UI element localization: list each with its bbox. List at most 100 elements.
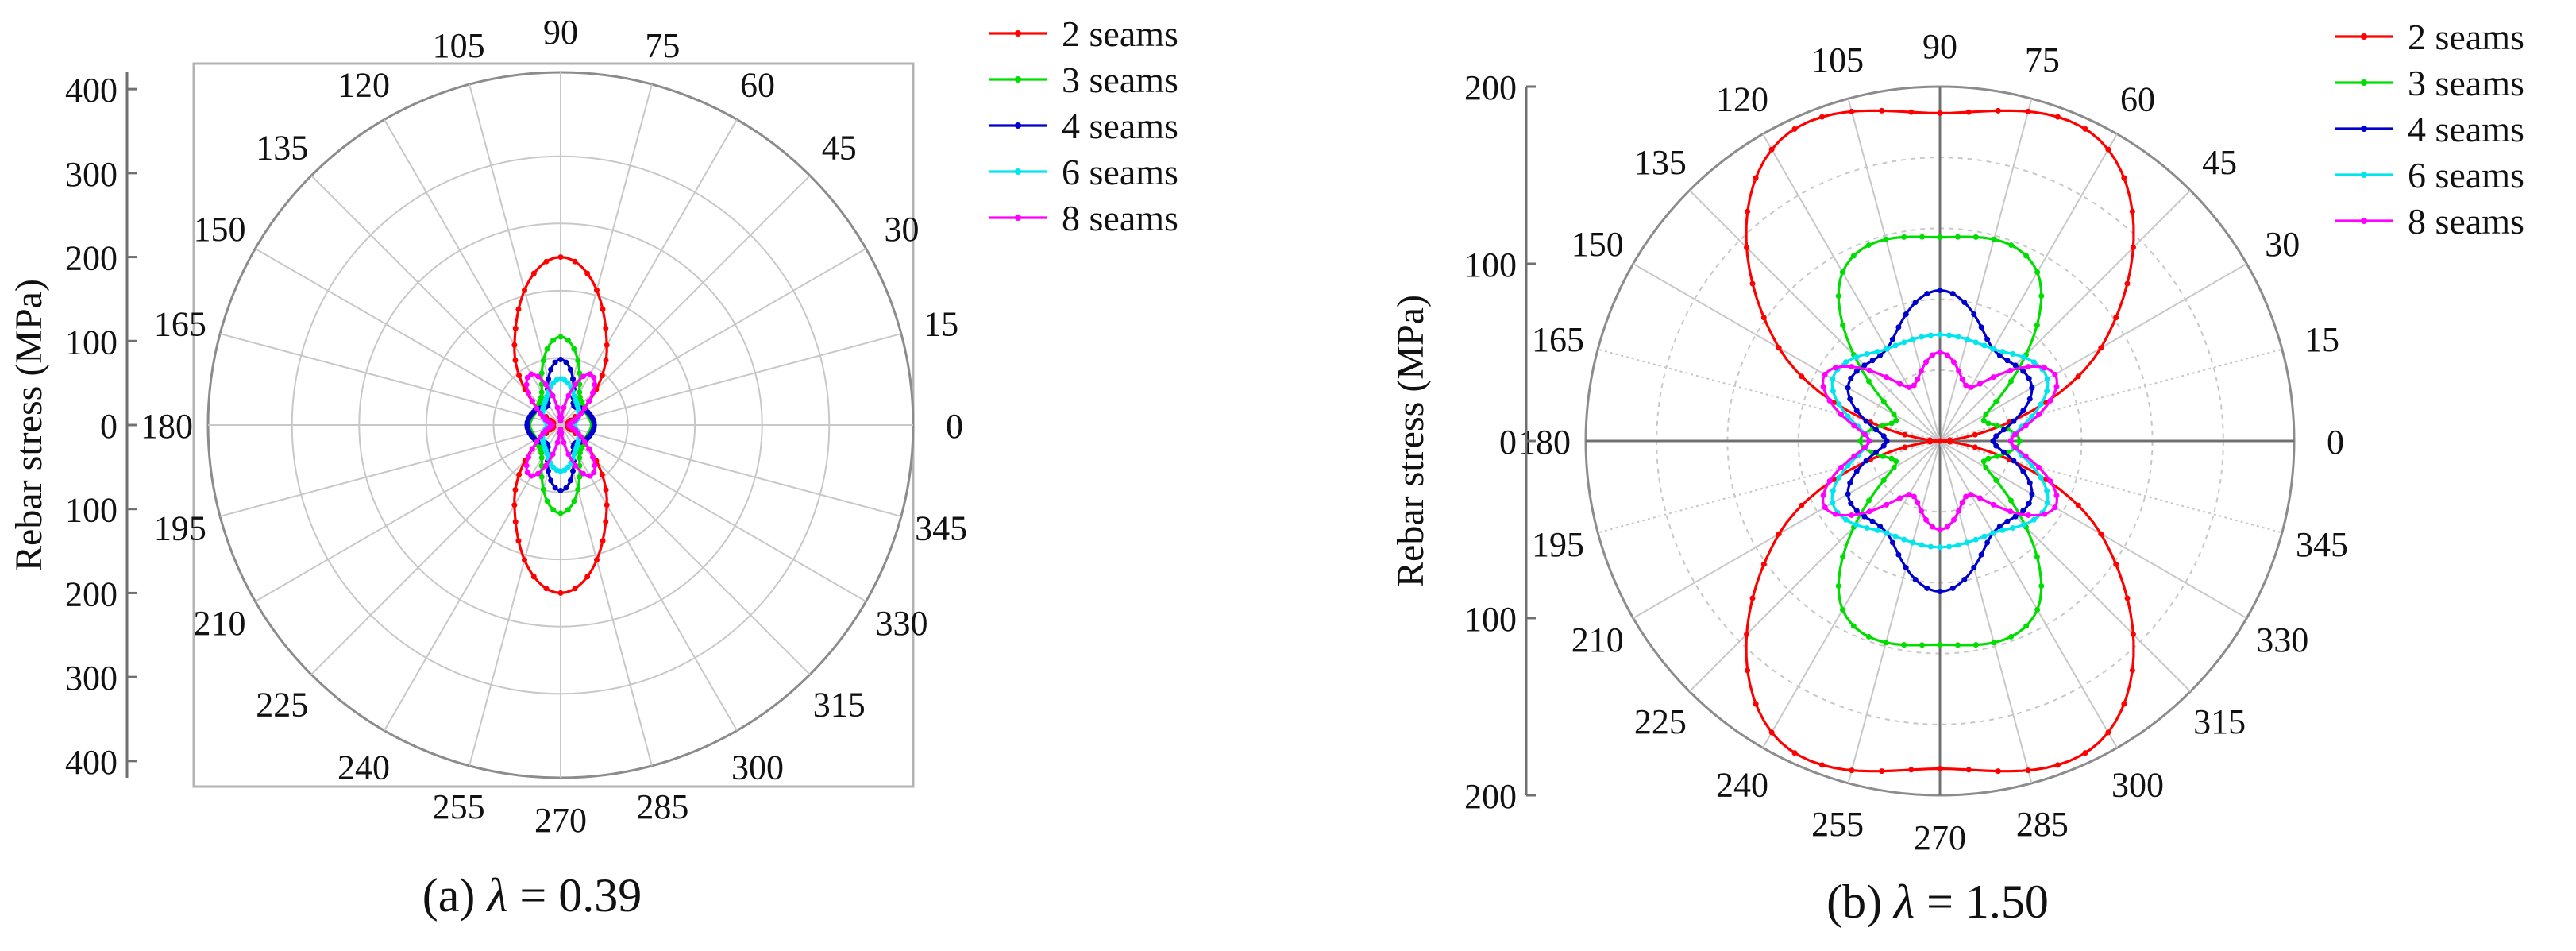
series-marker <box>577 474 583 480</box>
series-marker <box>2016 438 2023 444</box>
series-marker <box>591 470 597 476</box>
series-marker <box>571 392 577 399</box>
series-marker <box>563 485 569 491</box>
legend-label: 8 seams <box>1062 198 1178 238</box>
series-marker <box>542 381 549 388</box>
series-marker <box>1930 524 1936 530</box>
series-marker <box>2023 453 2029 459</box>
theta-tick-label: 165 <box>154 305 206 344</box>
series-marker <box>554 404 561 411</box>
series-marker <box>2038 474 2044 481</box>
series-marker <box>1901 536 1907 543</box>
series-marker <box>1983 464 1989 470</box>
series-marker <box>2044 388 2050 394</box>
grid-spoke <box>469 83 561 426</box>
series-marker <box>1891 464 1897 470</box>
legend-marker <box>1015 122 1021 129</box>
theta-tick-label: 60 <box>740 65 775 104</box>
series-marker <box>2004 518 2011 524</box>
series-marker <box>1968 384 1974 390</box>
series-marker <box>600 538 606 544</box>
series-marker <box>523 381 530 388</box>
series-marker <box>525 454 531 461</box>
panel-a: 0 15 30 45 60 75 90 105 120 135 150 165 180 195 210 225… <box>8 13 1178 922</box>
series-marker <box>1820 493 1826 499</box>
series-marker <box>515 538 522 544</box>
series-marker <box>1836 401 1842 408</box>
series-marker <box>2001 449 2007 455</box>
series-marker <box>1760 315 1767 321</box>
series-marker <box>1865 242 1872 249</box>
grid-spoke <box>310 175 561 426</box>
series-marker <box>1908 109 1915 115</box>
series-marker <box>570 376 577 382</box>
caption-a-symbol: λ <box>485 869 507 922</box>
series-marker <box>1874 527 1880 533</box>
series-marker <box>557 254 564 261</box>
series-marker <box>2113 561 2119 567</box>
series-marker <box>534 439 540 445</box>
series-marker <box>1955 334 1961 340</box>
series-marker <box>587 473 593 479</box>
y-tick-label: 400 <box>65 743 118 782</box>
series-marker <box>1923 516 1930 523</box>
theta-tick-label: 120 <box>1716 80 1768 119</box>
theta-tick-label: 90 <box>543 13 578 52</box>
series-marker <box>2026 480 2033 486</box>
series-marker <box>581 439 588 445</box>
series-marker <box>2020 521 2026 528</box>
series-marker <box>1927 332 1934 338</box>
series-marker <box>1891 412 1897 418</box>
series-marker <box>522 287 528 293</box>
series-marker <box>2042 511 2048 517</box>
series-marker <box>2044 488 2050 494</box>
series-marker <box>1981 533 1988 539</box>
series-marker <box>2075 502 2081 508</box>
caption-a-value: = 0.39 <box>507 869 642 922</box>
series-marker <box>1830 376 1836 382</box>
legend-marker <box>2361 126 2367 132</box>
series-marker <box>1866 438 1872 444</box>
series-marker <box>2038 292 2045 299</box>
series-marker <box>1910 539 1916 546</box>
series-marker <box>1864 524 1870 531</box>
series-marker <box>2007 438 2014 444</box>
series-marker <box>1930 352 1936 358</box>
series-marker <box>1964 336 1970 342</box>
grid-spoke <box>560 83 653 426</box>
series-marker <box>1999 349 2006 355</box>
series-marker <box>566 423 573 429</box>
grid-spoke <box>1597 440 1941 534</box>
legend-label: 6 seams <box>1062 152 1178 192</box>
series-marker <box>1944 352 1950 358</box>
legend-marker <box>1015 168 1021 175</box>
series-marker <box>565 451 572 458</box>
series-marker <box>537 434 543 440</box>
series-marker <box>1972 444 1978 450</box>
series-marker <box>2008 633 2015 640</box>
y-tick-label: 200 <box>1464 68 1517 107</box>
series-marker <box>540 486 546 493</box>
series-marker <box>1927 543 1934 550</box>
series-marker <box>1912 576 1919 582</box>
caption-a-prefix: (a) <box>422 869 488 922</box>
series-marker <box>2012 444 2019 450</box>
series-marker <box>2053 493 2060 499</box>
series-marker <box>530 574 537 580</box>
series-marker <box>1964 539 1970 546</box>
series-marker <box>593 287 600 293</box>
series-marker <box>1910 336 1916 342</box>
grid-spoke <box>1939 133 2118 442</box>
series-marker <box>1961 576 1968 582</box>
grid-spoke <box>1762 440 1941 748</box>
series-marker <box>1883 236 1889 242</box>
series-marker <box>2023 423 2029 429</box>
theta-tick-label: 180 <box>141 407 193 446</box>
series-marker <box>1956 508 1962 514</box>
series-marker <box>565 507 571 513</box>
series-marker <box>538 370 545 377</box>
grid-spoke <box>1633 263 1941 442</box>
legend-label: 2 seams <box>2408 17 2524 57</box>
series-marker <box>1845 491 1851 497</box>
legend-marker <box>1015 76 1021 83</box>
